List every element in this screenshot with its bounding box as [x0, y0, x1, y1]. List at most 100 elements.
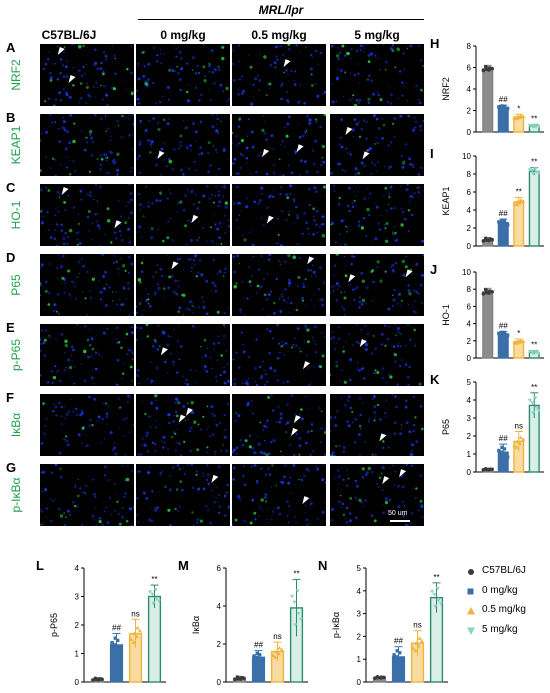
nucleus-speck [40, 510, 44, 513]
nucleus-speck [83, 354, 86, 357]
nucleus-speck [124, 454, 127, 456]
signal-speck [105, 130, 107, 132]
nucleus-speck [397, 484, 400, 488]
nucleus-speck [280, 293, 283, 296]
nucleus-speck [177, 510, 179, 512]
nucleus-speck [242, 89, 245, 93]
nucleus-speck [206, 240, 208, 242]
nucleus-speck [397, 254, 399, 255]
signal-speck [221, 46, 225, 49]
signal-speck [68, 172, 72, 176]
nucleus-speck [396, 326, 400, 331]
nucleus-speck [174, 44, 176, 46]
nucleus-speck [417, 195, 420, 198]
nucleus-speck [288, 285, 290, 287]
nucleus-speck [340, 145, 344, 149]
nucleus-speck [296, 243, 299, 246]
signal-speck [79, 272, 81, 275]
nucleus-speck [211, 125, 215, 128]
signal-speck [147, 298, 150, 301]
nucleus-speck [101, 355, 103, 358]
signal-speck [87, 210, 91, 213]
y-tick-label: 0 [467, 242, 472, 251]
nucleus-speck [172, 363, 175, 366]
nucleus-speck [289, 476, 292, 479]
nucleus-speck [294, 70, 297, 73]
signal-speck [40, 210, 43, 213]
nucleus-speck [190, 190, 194, 194]
signal-speck [91, 277, 95, 281]
data-point [487, 467, 491, 472]
signal-speck [43, 338, 47, 342]
nucleus-speck [56, 190, 60, 194]
nucleus-speck [57, 127, 60, 130]
nucleus-speck [300, 159, 303, 162]
micrograph-tile [232, 114, 326, 176]
nucleus-speck [222, 195, 225, 198]
nucleus-speck [346, 204, 350, 208]
row-letter-a: A [6, 40, 16, 55]
signal-speck [91, 347, 95, 351]
nucleus-speck [255, 384, 259, 386]
nucleus-speck [254, 380, 257, 383]
nucleus-speck [111, 45, 114, 47]
signal-speck [347, 477, 350, 480]
signal-speck [384, 270, 387, 273]
nucleus-speck [147, 378, 149, 380]
nucleus-speck [358, 220, 361, 223]
nucleus-speck [417, 293, 420, 295]
nucleus-speck [190, 464, 194, 466]
nucleus-speck [296, 216, 299, 219]
nucleus-speck [314, 139, 318, 143]
signal-speck [196, 448, 200, 452]
nucleus-speck [309, 522, 311, 525]
nucleus-speck [340, 467, 342, 469]
nucleus-speck [210, 405, 214, 409]
signal-speck [382, 124, 386, 127]
signal-speck [400, 223, 404, 227]
data-point [134, 634, 139, 638]
nucleus-speck [359, 296, 361, 299]
nucleus-speck [363, 377, 366, 380]
nucleus-speck [102, 98, 104, 101]
nucleus-speck [272, 312, 276, 315]
nucleus-speck [40, 471, 43, 474]
nucleus-speck [412, 192, 415, 195]
nucleus-speck [137, 154, 141, 158]
signal-speck [422, 65, 424, 67]
nucleus-speck [144, 80, 147, 83]
nucleus-speck [289, 192, 291, 195]
nucleus-speck [105, 114, 107, 116]
nucleus-speck [248, 377, 250, 380]
nucleus-speck [214, 289, 218, 293]
signal-speck [335, 54, 340, 58]
nucleus-speck [215, 497, 217, 499]
signal-speck [171, 436, 174, 439]
nucleus-speck [236, 254, 239, 258]
data-point [497, 105, 501, 109]
nucleus-speck [217, 167, 221, 171]
nucleus-speck [93, 492, 96, 496]
nucleus-speck [338, 444, 341, 448]
nucleus-speck [139, 171, 142, 174]
nucleus-speck [58, 192, 62, 195]
nucleus-speck [345, 506, 349, 509]
nucleus-speck [298, 413, 301, 416]
nucleus-speck [139, 327, 142, 330]
nucleus-speck [195, 131, 198, 133]
nucleus-speck [207, 152, 209, 154]
nucleus-speck [120, 238, 124, 242]
nucleus-speck [220, 450, 223, 452]
nucleus-speck [69, 95, 72, 99]
nucleus-speck [197, 71, 200, 75]
nucleus-speck [227, 98, 230, 101]
nucleus-speck [212, 213, 215, 216]
nucleus-speck [82, 65, 85, 68]
nucleus-speck [182, 405, 186, 408]
nucleus-speck [132, 310, 134, 314]
data-point [503, 333, 507, 337]
signal-speck [174, 432, 177, 435]
nucleus-speck [265, 172, 269, 176]
nucleus-speck [48, 51, 50, 53]
nucleus-speck [361, 402, 364, 404]
